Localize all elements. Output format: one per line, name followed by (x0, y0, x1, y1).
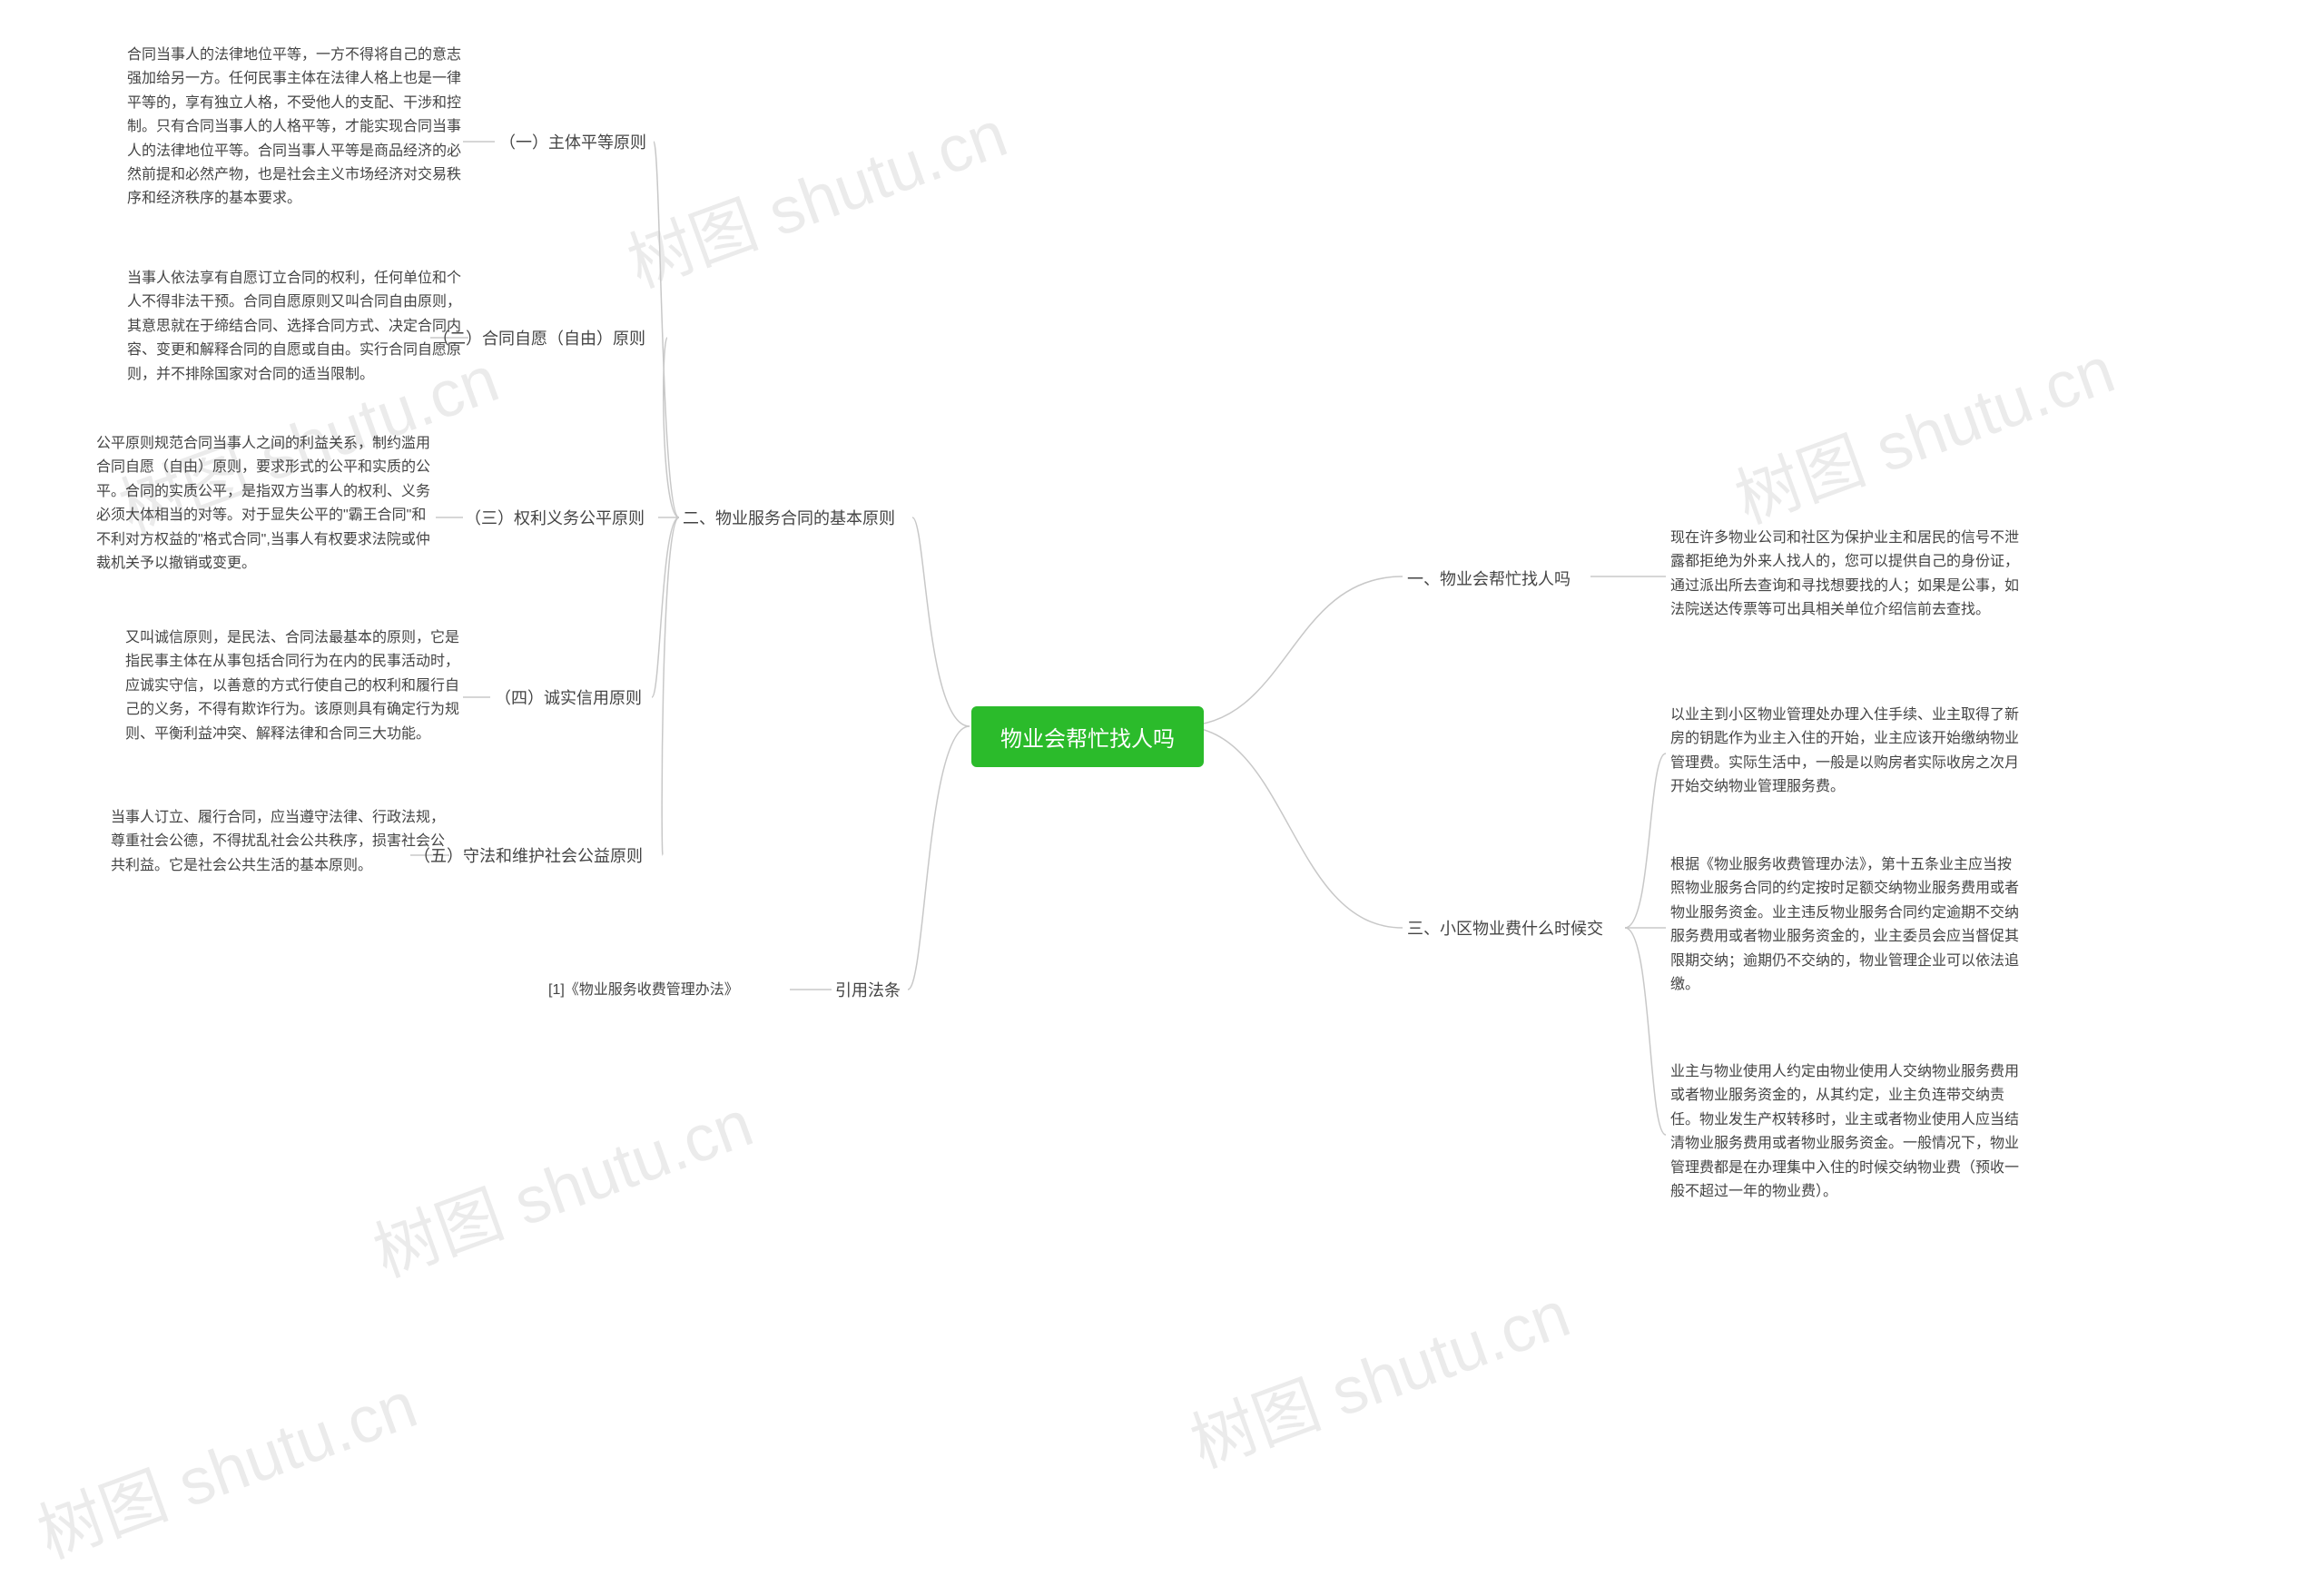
sub-principle-1[interactable]: （一）主体平等原则 (499, 131, 646, 155)
branch-right-1[interactable]: 一、物业会帮忙找人吗 (1407, 567, 1571, 592)
sub-principle-4[interactable]: （四）诚实信用原则 (495, 686, 642, 711)
watermark: 树图 shutu.cn (23, 1352, 428, 1576)
branch-left-citation[interactable]: 引用法条 (835, 979, 901, 1003)
leaf-right-2-2: 业主与物业使用人约定由物业使用人交纳物业服务费用或者物业服务资金的，从其约定，业… (1670, 1060, 2024, 1204)
watermark: 树图 shutu.cn (613, 81, 1018, 306)
leaf-right-2-0: 以业主到小区物业管理处办理入住手续、业主取得了新房的钥匙作为业主入住的开始，业主… (1670, 704, 2024, 800)
root-node[interactable]: 物业会帮忙找人吗 (971, 706, 1204, 767)
mindmap-canvas: 树图 shutu.cn 树图 shutu.cn 树图 shutu.cn 树图 s… (0, 0, 2324, 1453)
leaf-citation: [1]《物业服务收费管理办法》 (548, 979, 793, 1002)
branch-left-principles[interactable]: 二、物业服务合同的基本原则 (683, 507, 895, 531)
leaf-right-2-1: 根据《物业服务收费管理办法》，第十五条业主应当按照物业服务合同的约定按时足额交纳… (1670, 853, 2024, 997)
sub-principle-2[interactable]: （二）合同自愿（自由）原则 (433, 327, 645, 351)
leaf-principle-3: 公平原则规范合同当事人之间的利益关系，制约滥用合同自愿（自由）原则，要求形式的公… (96, 432, 436, 576)
sub-principle-3[interactable]: （三）权利义务公平原则 (465, 507, 645, 531)
leaf-principle-5: 当事人订立、履行合同，应当遵守法律、行政法规，尊重社会公德，不得扰乱社会公共秩序… (111, 806, 448, 878)
leaf-principle-2: 当事人依法享有自愿订立合同的权利，任何单位和个人不得非法干预。合同自愿原则又叫合… (127, 267, 463, 387)
watermark: 树图 shutu.cn (359, 1070, 763, 1295)
leaf-principle-1: 合同当事人的法律地位平等，一方不得将自己的意志强加给另一方。任何民事主体在法律人… (127, 44, 463, 212)
watermark: 树图 shutu.cn (1176, 1261, 1581, 1486)
branch-right-2[interactable]: 三、小区物业费什么时候交 (1407, 917, 1603, 941)
watermark: 树图 shutu.cn (1720, 317, 2125, 542)
leaf-right-1-0: 现在许多物业公司和社区为保护业主和居民的信号不泄露都拒绝为外来人找人的，您可以提… (1670, 527, 2024, 623)
leaf-principle-4: 又叫诚信原则，是民法、合同法最基本的原则，它是指民事主体在从事包括合同行为在内的… (125, 626, 463, 746)
